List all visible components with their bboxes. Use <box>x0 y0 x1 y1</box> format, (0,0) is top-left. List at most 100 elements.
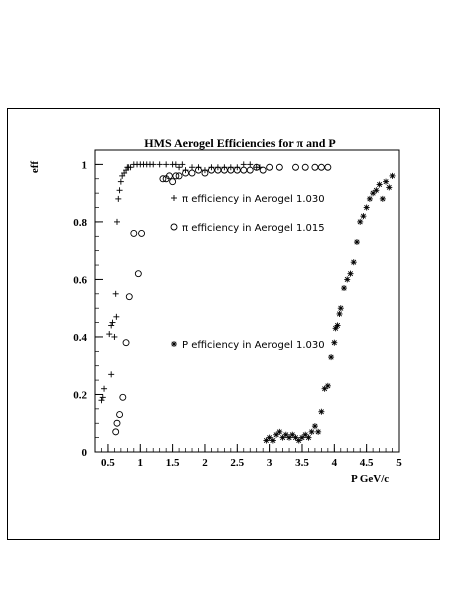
data-point-plus <box>117 178 124 185</box>
data-point-circle <box>317 163 325 171</box>
data-point-asterisk <box>321 385 328 392</box>
data-point-plus <box>109 319 116 326</box>
legend-marker-circle <box>170 223 178 231</box>
data-point-circle <box>240 166 248 174</box>
x-tick-label: 2 <box>202 457 208 469</box>
data-point-plus <box>115 195 122 202</box>
data-point-plus <box>116 187 123 194</box>
data-point-circle <box>195 166 202 174</box>
plot-area <box>94 149 400 453</box>
data-point-circle <box>201 169 209 177</box>
data-point-plus <box>240 161 247 168</box>
data-point-asterisk <box>305 434 312 441</box>
data-point-asterisk <box>353 239 360 246</box>
data-point-asterisk <box>357 218 364 225</box>
data-point-plus <box>189 164 196 171</box>
data-point-plus <box>106 331 113 338</box>
data-point-asterisk <box>269 437 276 444</box>
x-tick-label: 0.5 <box>101 457 115 469</box>
data-point-plus <box>111 333 118 340</box>
data-point-asterisk <box>308 428 315 435</box>
data-point-circle <box>172 172 180 180</box>
data-point-circle <box>182 169 190 177</box>
data-point-plus <box>108 322 115 329</box>
data-point-plus <box>123 167 130 174</box>
legend-label: π efficiency in Aerogel 1.015 <box>182 223 325 234</box>
data-point-circle <box>122 339 130 347</box>
y-tick-label: 0.6 <box>73 274 87 286</box>
legend: π efficiency in Aerogel 1.030 π efficienc… <box>170 194 325 351</box>
data-point-asterisk <box>311 423 318 430</box>
data-point-circle <box>266 163 274 171</box>
data-point-asterisk <box>318 408 325 415</box>
data-point-circle <box>301 163 309 171</box>
data-point-asterisk <box>383 178 390 185</box>
data-point-circle <box>227 166 235 174</box>
data-point-plus <box>108 371 115 378</box>
y-tick-label: 0 <box>82 447 88 459</box>
data-point-asterisk <box>263 437 270 444</box>
data-point-asterisk <box>386 184 393 191</box>
legend-label: P efficiency in Aerogel 1.030 <box>182 340 325 351</box>
figure-frame: HMS Aerogel Efficiencies for π and P eff… <box>7 108 440 540</box>
x-tick-label: 2.5 <box>230 457 244 469</box>
data-point-circle <box>220 166 228 174</box>
data-point-asterisk <box>273 431 280 438</box>
aerogel-efficiency-chart: HMS Aerogel Efficiencies for π and P eff… <box>29 136 402 485</box>
data-point-plus <box>156 161 163 168</box>
data-point-asterisk <box>276 428 283 435</box>
data-point-asterisk <box>389 172 396 179</box>
data-point-asterisk <box>266 434 273 441</box>
data-point-asterisk <box>328 354 335 361</box>
data-point-asterisk <box>363 204 370 211</box>
data-point-plus <box>150 161 157 168</box>
data-point-circle <box>207 166 215 174</box>
data-point-asterisk <box>373 187 380 194</box>
data-point-asterisk <box>324 382 331 389</box>
x-tick-label: 5 <box>396 457 402 469</box>
data-point-asterisk <box>360 213 367 220</box>
data-point-asterisk <box>334 322 341 329</box>
data-point-plus <box>98 397 105 404</box>
x-tick-label: 4 <box>332 457 338 469</box>
data-point-plus <box>112 290 119 297</box>
data-point-plus <box>163 161 170 168</box>
data-point-circle <box>159 175 167 183</box>
data-point-circle <box>119 393 127 401</box>
y-tick-label: 1 <box>82 159 88 171</box>
data-point-asterisk <box>350 259 357 266</box>
data-point-circle <box>125 293 133 301</box>
data-point-circle <box>246 166 254 174</box>
data-point-circle <box>324 163 332 171</box>
data-point-circle <box>214 166 222 174</box>
data-points <box>98 161 396 444</box>
y-tick-label: 0.4 <box>73 332 87 344</box>
data-point-asterisk <box>341 285 348 292</box>
data-point-circle <box>259 166 267 174</box>
data-point-plus <box>176 164 183 171</box>
y-axis-label: eff <box>29 161 41 174</box>
data-point-plus <box>101 385 108 392</box>
data-point-asterisk <box>344 276 351 283</box>
data-point-circle <box>253 163 261 171</box>
data-point-circle <box>175 172 183 180</box>
data-point-plus <box>113 313 120 320</box>
data-point-asterisk <box>315 428 322 435</box>
data-point-circle <box>292 163 299 171</box>
data-point-circle <box>311 163 319 171</box>
data-point-asterisk <box>379 195 386 202</box>
axis-ticks: 0.5 1 1.5 2 2.5 3 3.5 4 4.5 5 0 0.2 0.4 0.6 0.8 1 <box>73 159 402 469</box>
data-point-asterisk <box>286 434 293 441</box>
data-point-plus <box>127 164 134 171</box>
x-tick-label: 3 <box>267 457 273 469</box>
y-tick-label: 0.2 <box>73 389 87 401</box>
legend-marker-plus <box>171 195 177 201</box>
data-point-plus <box>99 394 106 401</box>
data-point-circle <box>134 270 142 278</box>
data-point-asterisk <box>347 270 354 277</box>
data-point-circle <box>138 229 146 237</box>
data-point-asterisk <box>331 339 338 346</box>
data-point-plus <box>113 218 120 225</box>
data-point-plus <box>247 161 254 168</box>
data-point-plus <box>179 161 186 168</box>
